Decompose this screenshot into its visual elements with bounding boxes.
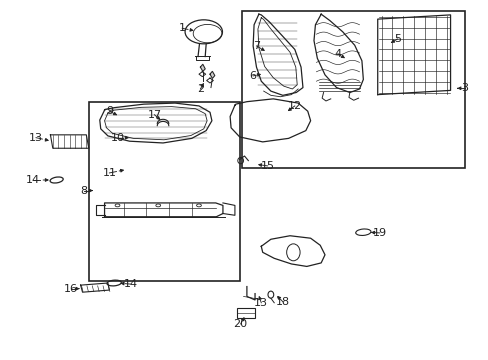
Text: 7: 7 [252,41,260,51]
Text: 4: 4 [334,49,341,59]
Text: 13: 13 [254,298,268,308]
Text: 16: 16 [64,284,78,294]
Text: 19: 19 [372,228,386,238]
Bar [236,308,255,318]
Text: 18: 18 [275,297,289,307]
Text: 12: 12 [287,101,301,111]
Text: 15: 15 [260,161,274,171]
Text: 8: 8 [80,186,87,195]
Bar [89,102,239,280]
Bar [242,11,464,168]
Text: 14: 14 [25,175,40,185]
Text: 2: 2 [197,84,203,94]
Polygon shape [200,64,205,71]
Text: 11: 11 [102,168,116,178]
Text: 10: 10 [110,133,124,143]
Text: 9: 9 [105,106,113,116]
Text: 20: 20 [233,319,247,329]
Text: 13: 13 [29,133,43,143]
Text: 1: 1 [178,23,185,33]
Text: 3: 3 [461,83,468,93]
Text: 14: 14 [123,279,137,289]
Polygon shape [209,71,214,78]
Text: 5: 5 [393,34,401,44]
Text: 6: 6 [249,71,256,81]
Text: 17: 17 [147,110,161,120]
